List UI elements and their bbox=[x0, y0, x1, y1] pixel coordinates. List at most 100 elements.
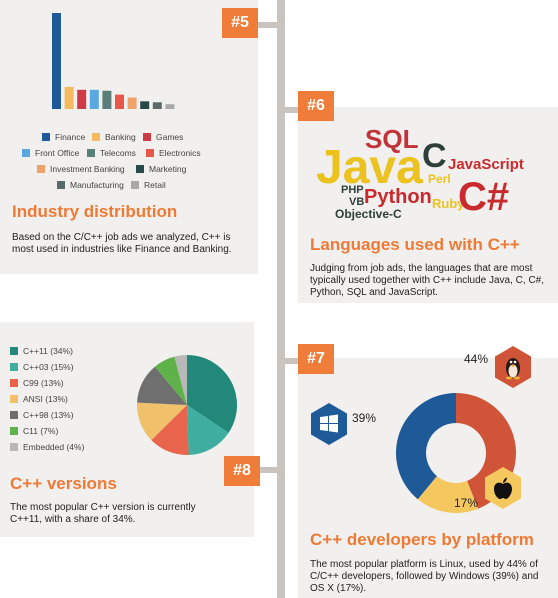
legend-swatch bbox=[57, 181, 65, 189]
legend-item-cpp98: C++98 (13%) bbox=[10, 410, 74, 420]
pie-slice-3 bbox=[137, 402, 187, 441]
word-vb: VB bbox=[349, 196, 365, 208]
word-perl: Perl bbox=[428, 172, 451, 186]
legend-item-finance: Finance bbox=[42, 132, 85, 142]
connector-7 bbox=[281, 358, 301, 364]
legend-label: ANSI (13%) bbox=[23, 394, 68, 404]
legend-label: Front Office bbox=[35, 148, 80, 158]
legend-swatch bbox=[136, 165, 144, 173]
legend-item-games: Games bbox=[143, 132, 183, 142]
legend-item-retail: Retail bbox=[131, 180, 166, 190]
pie-slice-0 bbox=[187, 355, 237, 433]
legend-item-manufacturing: Manufacturing bbox=[57, 180, 124, 190]
pie-slice-2 bbox=[151, 405, 189, 455]
legend-swatch bbox=[131, 181, 139, 189]
legend-label: Embedded (4%) bbox=[23, 442, 85, 452]
legend-swatch bbox=[10, 347, 18, 355]
word-php: PHP bbox=[341, 184, 364, 196]
industry-card: Finance Banking Games Front Office Telec… bbox=[0, 0, 258, 274]
legend-swatch bbox=[92, 133, 100, 141]
legend-label: C++03 (15%) bbox=[23, 362, 74, 372]
section-7-tag: #7 bbox=[298, 344, 334, 374]
legend-item-cpp03: C++03 (15%) bbox=[10, 362, 74, 372]
language-word-cloud: SQL Java C JavaScript Perl PHP Python VB… bbox=[298, 107, 558, 232]
legend-label: Retail bbox=[144, 180, 166, 190]
pie-slice-6 bbox=[174, 355, 187, 405]
bar-manufacturing bbox=[152, 102, 162, 109]
bar-games bbox=[77, 89, 87, 109]
legend-swatch bbox=[10, 411, 18, 419]
legend-swatch bbox=[37, 165, 45, 173]
connector-6 bbox=[281, 107, 301, 113]
industry-title: Industry distribution bbox=[12, 202, 178, 221]
word-java: Java bbox=[316, 141, 423, 194]
versions-legend: C++11 (34%) C++03 (15%) C99 (13%) ANSI (… bbox=[10, 346, 140, 476]
pie-slice-1 bbox=[187, 405, 229, 455]
legend-label: Marketing bbox=[149, 164, 187, 174]
bar-electronics bbox=[115, 94, 124, 109]
legend-swatch bbox=[10, 379, 18, 387]
legend-item-cpp11: C++11 (34%) bbox=[10, 346, 73, 356]
bar-finance bbox=[52, 13, 61, 109]
legend-item-front-office: Front Office bbox=[22, 148, 79, 158]
legend-swatch bbox=[42, 133, 50, 141]
legend-swatch bbox=[146, 149, 154, 157]
legend-label: Manufacturing bbox=[70, 180, 124, 190]
connector-8 bbox=[254, 467, 278, 473]
legend-label: Telecoms bbox=[100, 148, 136, 158]
bar-retail bbox=[165, 104, 175, 109]
legend-label: Banking bbox=[105, 132, 136, 142]
platform-card: 44% 39% 17% C++ developers by platform T… bbox=[298, 346, 558, 598]
pie-slice-4 bbox=[137, 366, 187, 405]
windows-logo-icon bbox=[311, 403, 347, 445]
word-ruby: Ruby bbox=[432, 196, 465, 211]
legend-item-c11: C11 (7%) bbox=[10, 426, 58, 436]
legend-swatch bbox=[143, 133, 151, 141]
timeline-line bbox=[277, 0, 285, 598]
legend-item-ansi: ANSI (13%) bbox=[10, 394, 68, 404]
industry-bar-chart bbox=[52, 13, 175, 109]
word-csharp: C# bbox=[458, 175, 510, 219]
legend-swatch bbox=[10, 363, 18, 371]
platform-title: C++ developers by platform bbox=[310, 530, 534, 549]
legend-swatch bbox=[10, 443, 18, 451]
pie-slice-5 bbox=[154, 356, 187, 405]
donut-slice-os-x bbox=[417, 476, 479, 513]
versions-card: C++11 (34%) C++03 (15%) C99 (13%) ANSI (… bbox=[0, 322, 254, 537]
legend-swatch bbox=[10, 427, 18, 435]
legend-swatch bbox=[10, 395, 18, 403]
connector-5 bbox=[258, 22, 278, 28]
word-javascript: JavaScript bbox=[448, 156, 524, 173]
legend-label: Games bbox=[156, 132, 184, 142]
legend-label: Electronics bbox=[159, 148, 201, 158]
versions-pie-chart bbox=[137, 355, 237, 455]
legend-label: C++11 (34%) bbox=[23, 346, 73, 356]
word-objective-c: Objective-C bbox=[335, 207, 402, 221]
section-8-tag: #8 bbox=[224, 456, 260, 486]
word-sql: SQL bbox=[365, 124, 419, 154]
languages-title: Languages used with C++ bbox=[310, 235, 520, 254]
legend-item-marketing: Marketing bbox=[136, 164, 186, 174]
bar-front-office bbox=[89, 89, 99, 109]
word-c: C bbox=[422, 137, 447, 175]
legend-item-embedded: Embedded (4%) bbox=[10, 442, 84, 452]
versions-description: The most popular C++ version is currentl… bbox=[10, 502, 196, 525]
windows-percent: 39% bbox=[352, 411, 377, 425]
linux-percent: 44% bbox=[464, 352, 489, 366]
legend-item-banking: Banking bbox=[92, 132, 136, 142]
donut-slice-windows bbox=[396, 393, 456, 500]
legend-label: Investment Banking bbox=[50, 164, 125, 174]
languages-card: SQL Java C JavaScript Perl PHP Python VB… bbox=[298, 107, 558, 303]
legend-swatch bbox=[22, 149, 30, 157]
industry-legend: Finance Banking Games Front Office Telec… bbox=[0, 130, 258, 190]
versions-title: C++ versions bbox=[10, 474, 117, 493]
industry-description: Based on the C/C++ job ads we analyzed, … bbox=[12, 232, 232, 255]
section-5-tag: #5 bbox=[222, 8, 258, 38]
legend-swatch bbox=[87, 149, 95, 157]
legend-item-electronics: Electronics bbox=[146, 148, 201, 158]
bar-investment-banking bbox=[127, 97, 137, 109]
linux-penguin-icon bbox=[495, 346, 531, 388]
bar-marketing bbox=[140, 101, 150, 109]
osx-percent: 17% bbox=[454, 496, 479, 510]
